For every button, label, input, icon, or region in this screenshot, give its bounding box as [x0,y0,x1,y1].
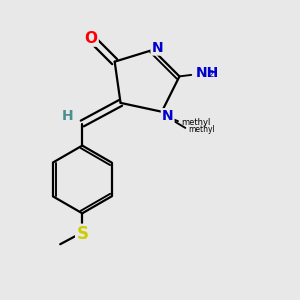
Text: $_{2}$: $_{2}$ [196,67,214,80]
Text: methyl: methyl [188,125,215,134]
Text: N: N [152,40,163,55]
Text: NH: NH [196,66,219,80]
Text: O: O [85,31,98,46]
Text: H: H [62,109,74,123]
Text: methyl: methyl [181,118,210,127]
Text: N: N [162,109,173,123]
Text: S: S [76,225,88,243]
